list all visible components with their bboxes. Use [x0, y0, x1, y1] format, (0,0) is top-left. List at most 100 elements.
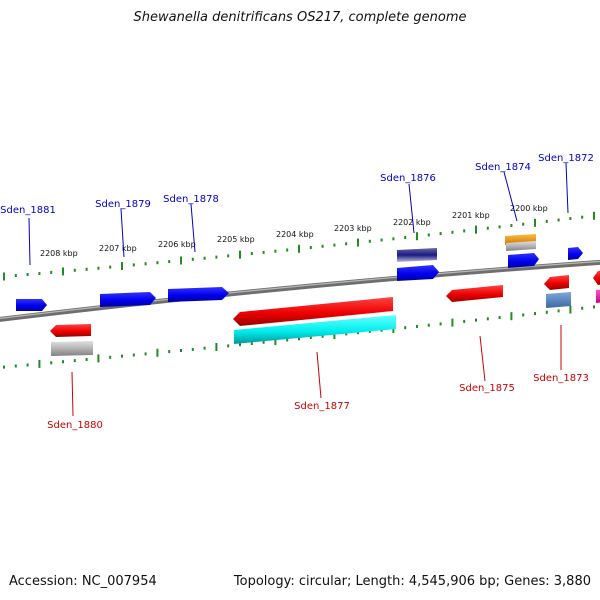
gene-arrow[interactable]: [16, 299, 47, 311]
ruler-minor-tick: [85, 358, 88, 361]
ruler-major-tick: [534, 218, 536, 227]
genome-title: Shewanella denitrificans OS217, complete…: [133, 10, 467, 25]
ruler-minor-tick: [404, 236, 407, 239]
ruler-minor-tick: [569, 217, 572, 221]
gene-arrow[interactable]: [233, 297, 393, 326]
ruler-label: 2200 kbp: [510, 204, 548, 213]
ruler-label: 2201 kbp: [452, 211, 490, 220]
gene-arrow[interactable]: [168, 287, 229, 302]
gene-label-sden-1876[interactable]: Sden_1876: [380, 173, 436, 184]
ruler-major-tick: [180, 256, 182, 265]
ruler-label: 2203 kbp: [334, 224, 372, 233]
ruler-minor-tick: [274, 249, 277, 253]
ruler-minor-tick: [262, 340, 265, 344]
ruler-minor-tick: [510, 224, 513, 227]
ruler-minor-tick: [581, 215, 584, 219]
ruler-minor-tick: [156, 261, 159, 265]
ruler-minor-tick: [593, 305, 595, 309]
ruler-minor-tick: [475, 318, 477, 322]
ruler-minor-tick: [522, 313, 525, 317]
ruler-minor-tick: [132, 353, 135, 357]
gene-arrow[interactable]: [50, 324, 91, 337]
ruler-minor-tick: [427, 323, 430, 327]
gene-arrow[interactable]: [546, 292, 571, 308]
gene-label-sden-1874[interactable]: Sden_1874: [475, 162, 531, 173]
gene-arrow[interactable]: [544, 275, 569, 290]
ruler-minor-tick: [26, 363, 29, 367]
ruler-minor-tick: [239, 343, 241, 347]
ruler-minor-tick: [50, 270, 53, 274]
ruler-minor-tick: [227, 344, 230, 348]
ruler-minor-tick: [50, 361, 53, 365]
ruler-major-tick: [215, 343, 218, 351]
ruler-minor-tick: [227, 254, 230, 258]
ruler-minor-tick: [168, 260, 171, 264]
ruler-major-tick: [333, 331, 336, 340]
ruler-minor-tick: [416, 324, 418, 328]
ruler-minor-tick: [380, 238, 383, 242]
gene-arrow[interactable]: [397, 248, 437, 262]
ruler-minor-tick: [298, 337, 300, 341]
ruler-minor-tick: [109, 265, 112, 269]
ruler-minor-tick: [451, 230, 454, 234]
ruler-label: 2202 kbp: [393, 218, 431, 227]
label-leaders: [28, 162, 569, 417]
gene-arrow[interactable]: [506, 241, 536, 251]
gene-arrow[interactable]: [51, 341, 93, 356]
ruler-minor-tick: [168, 350, 171, 354]
genome-backbone: [0, 259, 600, 322]
ruler-label: 2206 kbp: [158, 240, 196, 249]
ruler-minor-tick: [345, 332, 348, 336]
ruler-minor-tick: [191, 257, 194, 261]
gene-arrow[interactable]: [568, 247, 583, 260]
ruler-minor-tick: [132, 263, 135, 267]
ruler-major-tick: [97, 354, 100, 363]
reverse-genes: [50, 270, 600, 356]
ruler-minor-tick: [498, 316, 501, 319]
gene-label-sden-1877[interactable]: Sden_1877: [294, 401, 350, 412]
ruler-top: [3, 211, 595, 281]
ruler-label: 2208 kbp: [40, 249, 78, 258]
gene-arrow[interactable]: [100, 292, 156, 307]
ruler-minor-tick: [463, 229, 466, 233]
ruler-minor-tick: [486, 226, 489, 230]
ruler-minor-tick: [321, 244, 324, 248]
ruler-major-tick: [298, 244, 300, 253]
ruler-minor-tick: [545, 219, 548, 223]
ruler-minor-tick: [581, 306, 584, 310]
ruler-minor-tick: [3, 365, 5, 369]
ruler-minor-tick: [191, 347, 194, 351]
gene-label-sden-1873[interactable]: Sden_1873: [533, 373, 589, 384]
accession-text: Accession: NC_007954: [9, 574, 157, 589]
ruler-minor-tick: [333, 243, 336, 247]
ruler-minor-tick: [121, 354, 123, 358]
ruler-major-tick: [62, 267, 64, 276]
gene-arrow[interactable]: [397, 265, 439, 281]
ruler-label: 2204 kbp: [276, 230, 314, 239]
gene-arrow[interactable]: [593, 270, 600, 285]
gene-label-sden-1872[interactable]: Sden_1872: [538, 153, 594, 164]
ruler-minor-tick: [486, 317, 489, 321]
ruler-major-tick: [274, 337, 277, 346]
ruler-minor-tick: [180, 349, 182, 352]
genome-backbone-highlight: [0, 260, 600, 320]
gene-label-sden-1881[interactable]: Sden_1881: [0, 205, 56, 216]
ruler-major-tick: [3, 272, 5, 281]
gene-label-sden-1878[interactable]: Sden_1878: [163, 194, 219, 205]
ruler-minor-tick: [309, 246, 312, 249]
gene-arrow[interactable]: [234, 315, 396, 344]
gene-label-sden-1880[interactable]: Sden_1880: [47, 420, 103, 431]
gene-arrow[interactable]: [508, 253, 539, 268]
gene-label-sden-1879[interactable]: Sden_1879: [95, 199, 151, 210]
ruler-major-tick: [357, 238, 359, 247]
ruler-major-tick: [451, 318, 454, 327]
gene-arrow[interactable]: [596, 289, 600, 303]
gene-arrow[interactable]: [446, 285, 503, 302]
ruler-minor-tick: [498, 225, 501, 229]
gene-labels: Sden_1881 Sden_1879 Sden_1878 Sden_1876 …: [0, 153, 594, 431]
ruler-minor-tick: [203, 346, 206, 350]
gene-label-sden-1875[interactable]: Sden_1875: [459, 383, 515, 394]
ruler-minor-tick: [309, 336, 312, 339]
ruler-minor-tick: [14, 274, 17, 277]
